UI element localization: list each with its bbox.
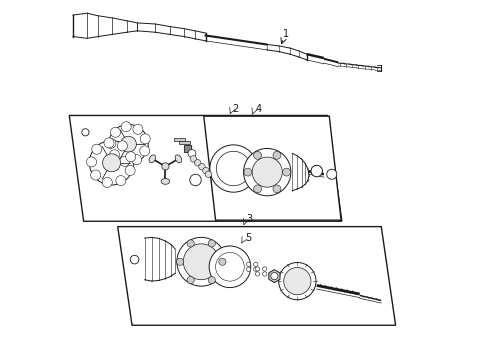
Circle shape	[118, 141, 127, 151]
Circle shape	[102, 154, 121, 172]
Circle shape	[130, 255, 139, 264]
Circle shape	[203, 167, 209, 174]
Circle shape	[187, 276, 194, 284]
Circle shape	[116, 176, 126, 186]
Circle shape	[187, 240, 194, 247]
Polygon shape	[204, 116, 341, 220]
Circle shape	[89, 140, 134, 185]
Circle shape	[244, 148, 291, 196]
Circle shape	[246, 267, 251, 271]
Circle shape	[254, 185, 262, 193]
Circle shape	[263, 267, 267, 271]
Circle shape	[82, 129, 89, 136]
Polygon shape	[118, 226, 395, 325]
Circle shape	[133, 124, 143, 134]
Circle shape	[176, 258, 184, 265]
Circle shape	[177, 237, 225, 286]
Circle shape	[195, 159, 201, 166]
Circle shape	[183, 244, 219, 280]
Circle shape	[131, 155, 142, 165]
Circle shape	[327, 169, 337, 179]
Polygon shape	[293, 153, 309, 191]
Circle shape	[210, 145, 257, 192]
Circle shape	[283, 168, 291, 176]
Circle shape	[106, 138, 116, 148]
Polygon shape	[174, 138, 185, 140]
Circle shape	[263, 272, 267, 276]
Circle shape	[311, 165, 322, 177]
Circle shape	[254, 267, 258, 271]
Circle shape	[120, 156, 130, 166]
Circle shape	[273, 152, 281, 159]
Polygon shape	[269, 270, 280, 283]
Text: 2: 2	[232, 104, 239, 114]
Polygon shape	[145, 237, 175, 281]
Ellipse shape	[161, 179, 170, 184]
Circle shape	[273, 185, 281, 193]
Circle shape	[140, 134, 150, 144]
Circle shape	[140, 146, 150, 156]
Circle shape	[254, 152, 262, 159]
Text: 4: 4	[256, 104, 262, 114]
Circle shape	[246, 262, 251, 266]
Circle shape	[216, 151, 251, 186]
Text: 1: 1	[283, 28, 289, 39]
Text: 3: 3	[247, 214, 253, 224]
Circle shape	[244, 168, 252, 176]
Circle shape	[205, 171, 212, 177]
Circle shape	[121, 122, 131, 132]
Circle shape	[104, 138, 114, 148]
Circle shape	[190, 174, 201, 186]
Circle shape	[284, 267, 311, 295]
Circle shape	[110, 127, 121, 137]
Circle shape	[254, 262, 258, 266]
Ellipse shape	[175, 155, 182, 163]
Circle shape	[87, 157, 97, 167]
Circle shape	[208, 276, 216, 284]
Circle shape	[255, 272, 260, 276]
Circle shape	[190, 156, 196, 162]
Circle shape	[162, 163, 169, 170]
Circle shape	[199, 163, 205, 170]
Circle shape	[109, 125, 148, 164]
Circle shape	[271, 273, 278, 280]
Circle shape	[121, 136, 136, 152]
Ellipse shape	[149, 155, 156, 163]
Circle shape	[252, 157, 282, 187]
Text: 5: 5	[245, 233, 251, 243]
Circle shape	[216, 252, 245, 281]
Polygon shape	[184, 145, 191, 152]
Circle shape	[255, 267, 260, 271]
Circle shape	[125, 166, 135, 175]
Circle shape	[126, 152, 136, 162]
Circle shape	[208, 240, 216, 247]
Circle shape	[109, 150, 120, 160]
Polygon shape	[69, 116, 342, 221]
Circle shape	[188, 149, 196, 157]
Circle shape	[102, 177, 112, 188]
Circle shape	[209, 246, 251, 288]
Polygon shape	[179, 141, 190, 144]
Circle shape	[91, 170, 100, 180]
Circle shape	[219, 258, 226, 265]
Circle shape	[279, 262, 316, 300]
Circle shape	[92, 144, 102, 154]
